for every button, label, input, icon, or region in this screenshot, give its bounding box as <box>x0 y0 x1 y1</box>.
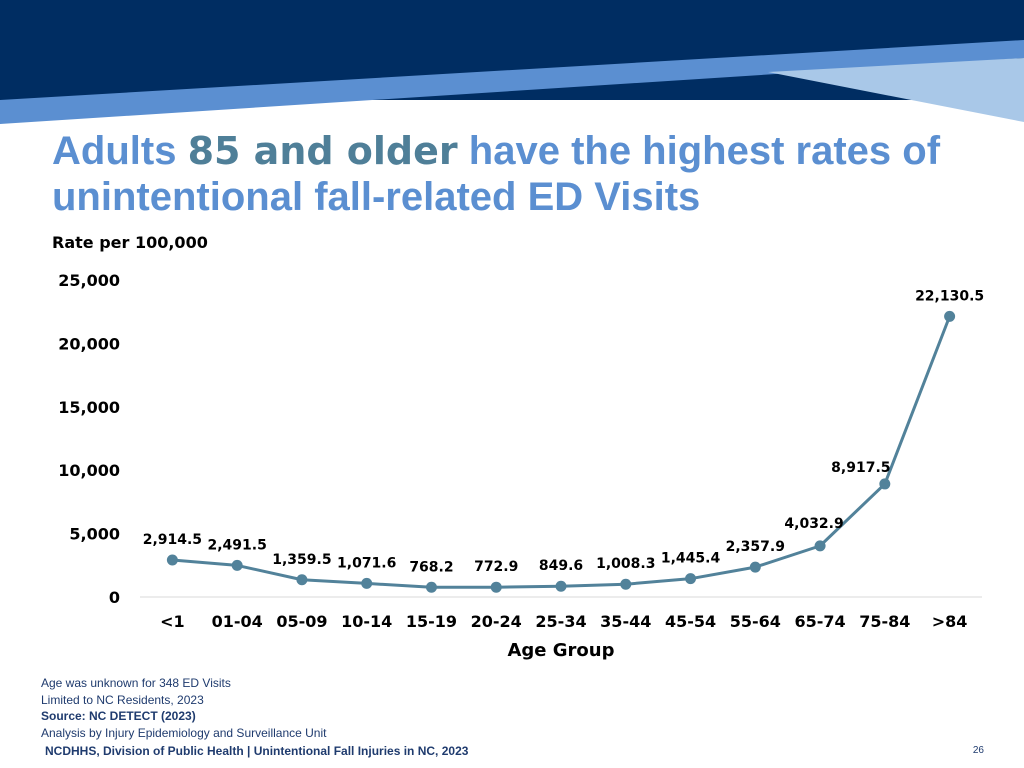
data-label: 772.9 <box>474 559 518 575</box>
data-point <box>555 580 567 592</box>
header-banner <box>0 0 1024 124</box>
x-tick-label: >84 <box>932 612 968 631</box>
data-point <box>879 478 891 490</box>
x-tick-label: 01-04 <box>212 612 263 631</box>
x-tick-label: 45-54 <box>665 612 716 631</box>
x-tick-label: 15-19 <box>406 612 457 631</box>
x-tick-label: 75-84 <box>859 612 910 631</box>
series-line <box>172 315 952 589</box>
y-tick-label: 5,000 <box>69 525 120 544</box>
x-tick-label: 10-14 <box>341 612 392 631</box>
note-source: Source: NC DETECT (2023) <box>41 709 196 723</box>
data-point <box>490 581 502 593</box>
data-label: 849.6 <box>539 558 583 574</box>
data-point <box>361 577 373 589</box>
data-point <box>231 559 243 571</box>
y-tick-label: 15,000 <box>58 398 120 417</box>
banner-blue-stripe <box>0 40 1024 124</box>
title-part-2: have the highest rates of unintentional … <box>52 129 941 219</box>
page-title: Adults 85 and older have the highest rat… <box>52 128 992 220</box>
data-label: 22,130.5 <box>915 288 984 304</box>
x-tick-label: 35-44 <box>600 612 651 631</box>
data-point <box>749 561 761 573</box>
y-tick-label: 10,000 <box>58 461 120 480</box>
data-point <box>620 578 632 590</box>
data-point <box>296 574 308 586</box>
x-tick-label: 20-24 <box>471 612 522 631</box>
footer-text: NCDHHS, Division of Public Health | Unin… <box>45 744 469 758</box>
y-tick-label: 25,000 <box>58 271 120 290</box>
title-part-1: Adults <box>52 129 177 173</box>
y-tick-label: 20,000 <box>58 334 120 353</box>
x-axis-title: Age Group <box>507 640 614 661</box>
title-highlight: 85 and older <box>187 129 458 173</box>
note-unknown-age: Age was unknown for 348 ED Visits <box>41 676 231 690</box>
x-tick-label: 25-34 <box>535 612 586 631</box>
footnotes: Age was unknown for 348 ED Visits Limite… <box>41 675 326 741</box>
data-label: 8,917.5 <box>831 460 890 476</box>
x-tick-label: 65-74 <box>794 612 845 631</box>
data-label: 2,914.5 <box>143 532 202 548</box>
page-number: 26 <box>972 745 984 756</box>
data-point <box>425 581 437 593</box>
y-axis-title: Rate per 100,000 <box>52 233 208 252</box>
data-label: 1,445.4 <box>661 551 721 567</box>
x-tick-label: <1 <box>160 612 185 631</box>
data-point <box>166 554 178 566</box>
data-label: 1,359.5 <box>272 552 331 568</box>
x-tick-label: 05-09 <box>276 612 327 631</box>
x-tick-label: 55-64 <box>730 612 781 631</box>
data-label: 768.2 <box>409 559 453 575</box>
data-label: 4,032.9 <box>784 516 843 532</box>
note-analysis: Analysis by Injury Epidemiology and Surv… <box>41 725 327 740</box>
line-chart: 0 5,000 10,000 15,000 20,000 25,000 2,914.5 2,4… <box>58 271 984 661</box>
data-label: 2,491.5 <box>207 537 266 553</box>
banner-light-stripe <box>768 58 1024 122</box>
y-tick-label: 0 <box>109 588 120 607</box>
data-point <box>814 540 826 552</box>
data-point <box>685 573 697 585</box>
data-label: 2,357.9 <box>726 539 785 555</box>
data-label: 1,008.3 <box>596 556 655 572</box>
data-point <box>944 310 956 322</box>
note-residents: Limited to NC Residents, 2023 <box>41 692 204 707</box>
data-label: 1,071.6 <box>337 555 396 571</box>
